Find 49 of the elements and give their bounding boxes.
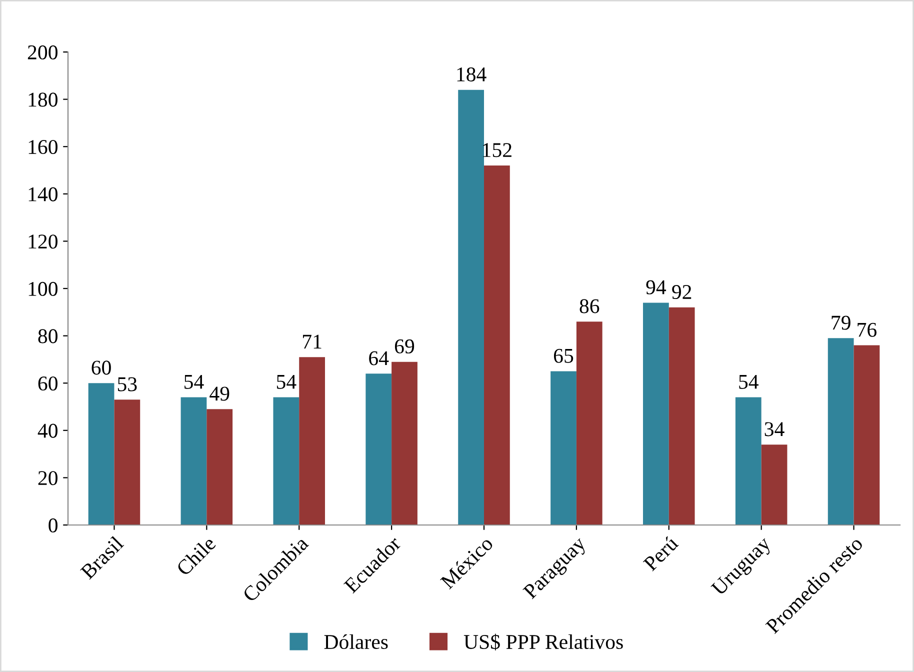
bar: [643, 302, 669, 525]
bar: [273, 397, 300, 525]
bar: [484, 166, 510, 525]
y-tick-label: 120: [28, 234, 58, 249]
y-tick-label: 140: [28, 187, 58, 202]
y-tick-label: 60: [38, 376, 58, 391]
data-label: 60: [92, 360, 111, 375]
bar: [550, 371, 576, 525]
data-label: 69: [394, 339, 414, 354]
bar: [854, 345, 880, 525]
y-tick-label: 20: [38, 471, 58, 486]
data-label: 54: [184, 374, 204, 389]
data-label: 34: [764, 422, 784, 436]
bar: [299, 357, 325, 525]
data-label: 49: [210, 386, 230, 401]
data-label: 86: [580, 299, 600, 314]
y-tick-label: 180: [28, 92, 58, 107]
data-label: 184: [457, 67, 486, 82]
bar: [761, 444, 788, 525]
y-tick-label: 0: [48, 518, 58, 532]
y-tick-label: 160: [28, 140, 58, 154]
bar: [458, 90, 484, 525]
x-tick-label: Chile: [175, 535, 217, 576]
y-tick-label: 200: [28, 45, 58, 60]
bar: [206, 409, 233, 525]
data-label: 71: [303, 334, 322, 348]
y-tick-label: 40: [38, 424, 58, 438]
bar: [576, 322, 602, 525]
bar: [668, 307, 695, 525]
data-label: 64: [369, 351, 389, 366]
bar: [366, 374, 392, 525]
bar: [392, 362, 418, 525]
legend-label: Dólares: [324, 634, 388, 650]
data-label: 92: [672, 285, 692, 300]
bar: [180, 397, 207, 525]
data-label: 54: [739, 374, 758, 389]
data-label: 94: [646, 280, 666, 294]
bar: [88, 383, 114, 525]
bar: [735, 397, 762, 525]
data-label: 54: [276, 374, 296, 389]
y-tick-label: 100: [28, 282, 58, 296]
legend-label: US$ PPP Relativos: [464, 634, 623, 650]
y-tick-label: 80: [38, 329, 58, 344]
bar: [828, 338, 854, 525]
data-label: 79: [832, 316, 850, 330]
data-label: 53: [118, 377, 137, 392]
data-label: 65: [554, 348, 574, 363]
bar: [114, 400, 140, 525]
data-label: 76: [858, 322, 877, 337]
